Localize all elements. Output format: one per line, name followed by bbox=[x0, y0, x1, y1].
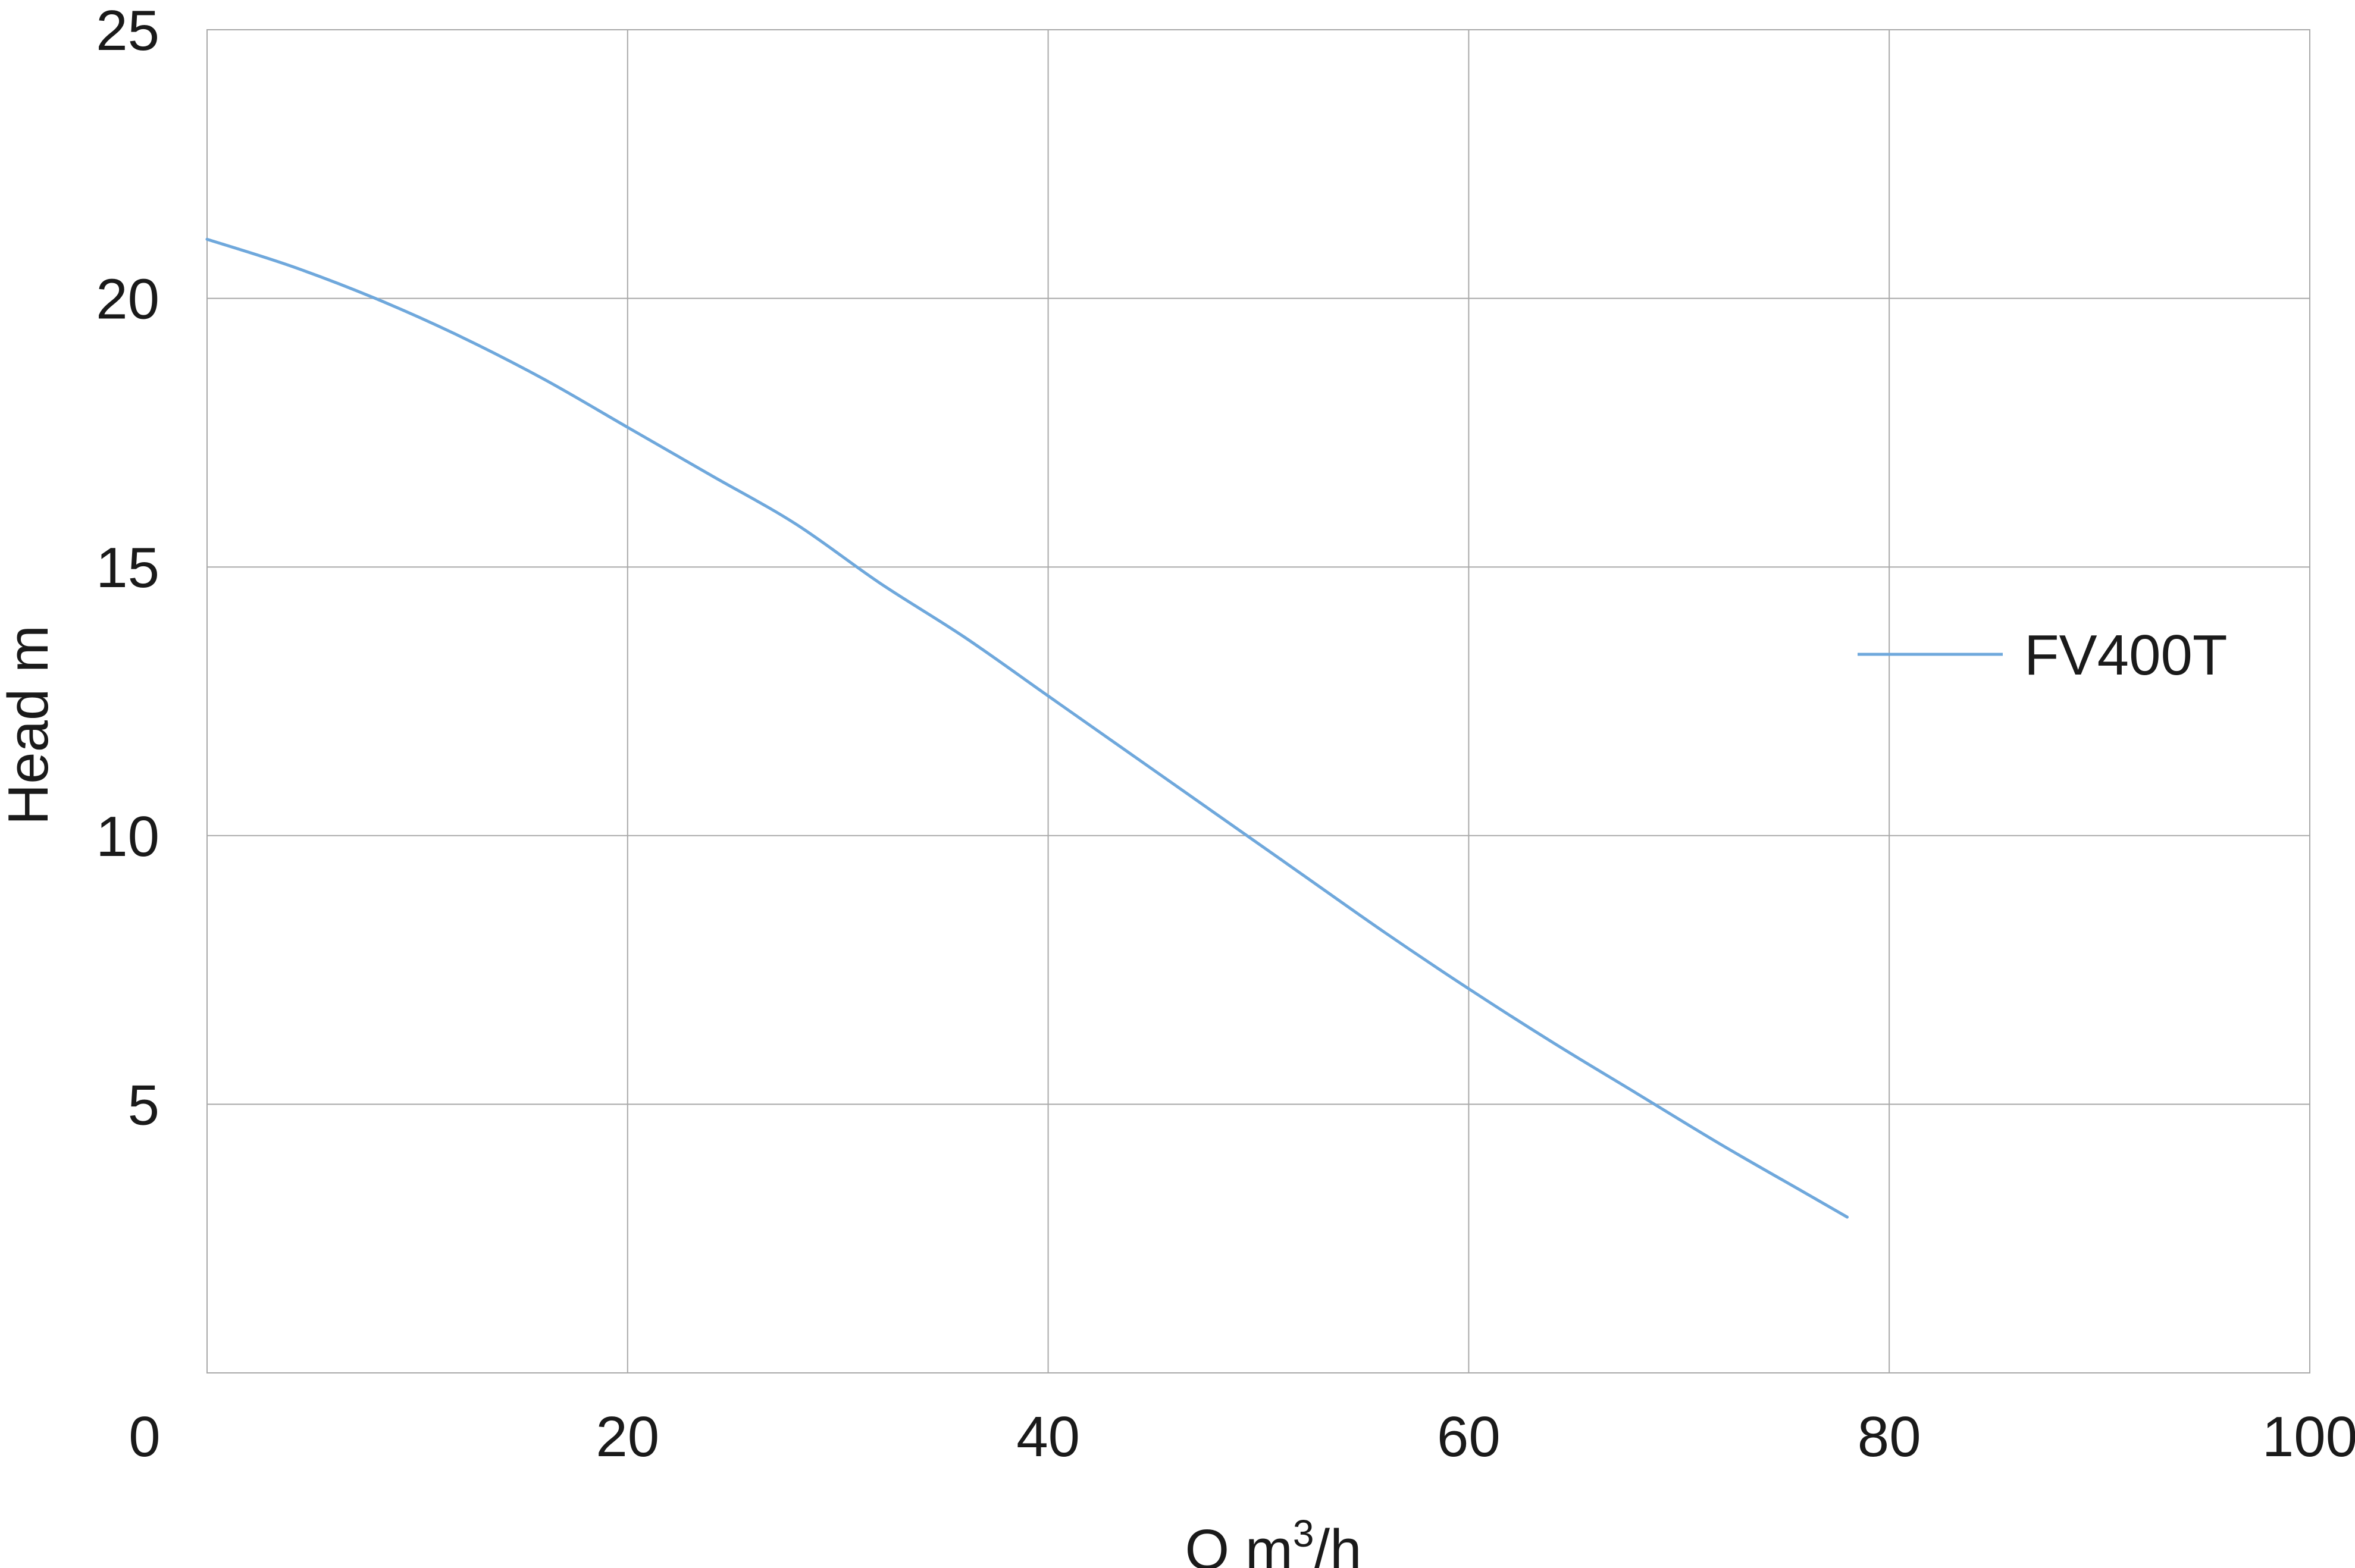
y-tick-label: 10 bbox=[96, 805, 159, 868]
y-tick-label: 20 bbox=[96, 268, 159, 331]
legend: FV400T bbox=[1858, 623, 2227, 687]
series-group bbox=[205, 237, 1849, 1219]
x-tick-label: 0 bbox=[129, 1405, 160, 1469]
x-tick-label: 60 bbox=[1437, 1405, 1501, 1469]
x-tick-label: 20 bbox=[596, 1405, 659, 1469]
x-tick-label: 100 bbox=[2262, 1405, 2355, 1469]
x-tick-label: 40 bbox=[1016, 1405, 1080, 1469]
y-axis-title: Head m bbox=[0, 625, 60, 825]
x-axis-tick-labels: 0 20 40 60 80 100 bbox=[129, 1405, 2355, 1469]
x-axis-title-superscript: 3 bbox=[1293, 1512, 1314, 1555]
x-axis-title: Q m3/h bbox=[1185, 1512, 1362, 1568]
y-tick-label: 15 bbox=[96, 536, 159, 600]
legend-label-fv400t: FV400T bbox=[2024, 623, 2227, 687]
y-axis-tick-labels: 5 10 15 20 25 bbox=[96, 0, 159, 1137]
series-line-fv400t bbox=[205, 237, 1849, 1219]
gridlines bbox=[206, 29, 2310, 1373]
x-axis-title-tail: /h bbox=[1314, 1518, 1361, 1568]
x-tick-label: 80 bbox=[1858, 1405, 1921, 1469]
plot-area-frame bbox=[206, 29, 2310, 1373]
x-axis-title-main: Q m bbox=[1185, 1518, 1293, 1568]
y-tick-label: 25 bbox=[96, 0, 159, 62]
y-tick-label: 5 bbox=[128, 1073, 159, 1137]
